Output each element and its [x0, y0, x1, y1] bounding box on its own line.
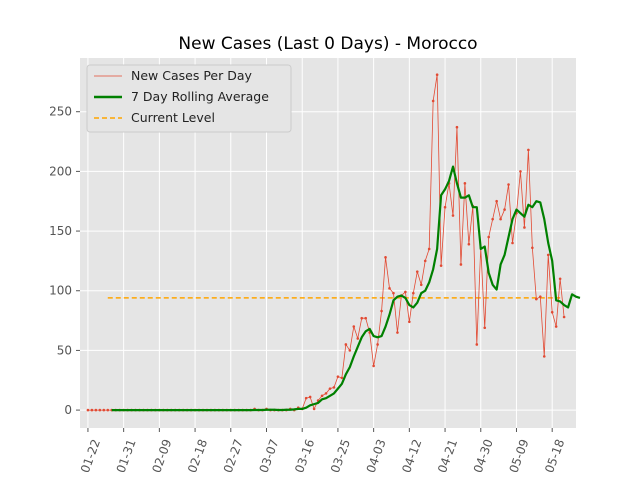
data-point: [495, 199, 498, 203]
data-point: [312, 407, 316, 411]
data-point: [419, 283, 423, 287]
data-point: [380, 309, 383, 313]
data-point: [376, 343, 379, 346]
data-point: [463, 182, 467, 185]
data-point: [523, 226, 526, 229]
data-point: [364, 316, 367, 320]
data-point: [392, 291, 395, 295]
data-point: [360, 316, 364, 320]
data-point: [106, 408, 110, 412]
data-point: [531, 246, 534, 250]
data-point: [507, 183, 510, 186]
data-point: [431, 99, 435, 103]
data-point: [535, 297, 538, 301]
data-point: [332, 386, 336, 389]
data-point: [550, 310, 554, 314]
y-tick-label: 50: [57, 343, 72, 357]
data-point: [412, 291, 415, 295]
data-point: [328, 387, 332, 390]
data-point: [451, 214, 455, 217]
series-line-rolling-average: [111, 165, 581, 412]
y-tick-label: 200: [49, 164, 72, 178]
data-point: [320, 394, 324, 398]
legend-label-rolling-average: 7 Day Rolling Average: [131, 89, 269, 104]
data-point: [439, 264, 443, 267]
data-point: [527, 148, 530, 152]
data-point: [352, 325, 356, 328]
legend-label-current-level: Current Level: [131, 110, 215, 125]
data-point: [487, 235, 491, 239]
data-point: [344, 343, 348, 346]
data-point: [408, 320, 411, 324]
data-point: [443, 205, 447, 209]
data-point: [356, 337, 360, 340]
y-tick-label: 150: [49, 224, 72, 238]
data-point: [483, 326, 487, 330]
data-point: [511, 241, 514, 245]
data-point: [348, 349, 352, 352]
data-point: [423, 259, 427, 263]
data-point: [308, 395, 312, 399]
data-point: [404, 290, 407, 294]
data-point: [427, 247, 431, 251]
data-point: [519, 170, 522, 173]
data-point: [388, 287, 391, 290]
data-point: [562, 315, 566, 319]
data-point: [542, 355, 546, 358]
data-point: [102, 408, 106, 412]
chart-title: New Cases (Last 0 Days) - Morocco: [178, 34, 477, 54]
data-point: [503, 208, 506, 211]
data-point: [558, 277, 562, 281]
data-point: [491, 217, 494, 221]
legend-label-new-cases: New Cases Per Day: [131, 68, 252, 83]
y-axis: 0 50 100 150 200 250: [49, 105, 80, 417]
data-point: [475, 343, 479, 346]
legend-box: [86, 64, 292, 133]
data-point: [86, 408, 90, 412]
data-point: [467, 242, 471, 246]
data-point: [554, 325, 558, 328]
data-point: [415, 270, 419, 273]
data-point: [546, 253, 550, 257]
data-point: [435, 73, 439, 77]
data-point: [336, 375, 340, 378]
data-point: [90, 408, 94, 412]
data-point: [304, 396, 308, 400]
series-group: [86, 73, 581, 412]
data-point: [455, 125, 459, 129]
legend: New Cases Per Day 7 Day Rolling Average …: [86, 64, 292, 133]
data-point: [459, 263, 463, 266]
y-tick-label: 250: [49, 105, 72, 119]
data-point: [98, 408, 102, 412]
data-point: [499, 217, 502, 221]
data-point: [324, 392, 328, 395]
data-point: [340, 376, 344, 380]
data-point: [396, 331, 399, 334]
data-point: [94, 408, 98, 412]
data-point: [538, 295, 542, 299]
y-tick-label: 0: [64, 403, 72, 417]
y-tick-label: 100: [49, 284, 72, 298]
data-point: [372, 364, 375, 368]
data-point: [384, 256, 387, 259]
